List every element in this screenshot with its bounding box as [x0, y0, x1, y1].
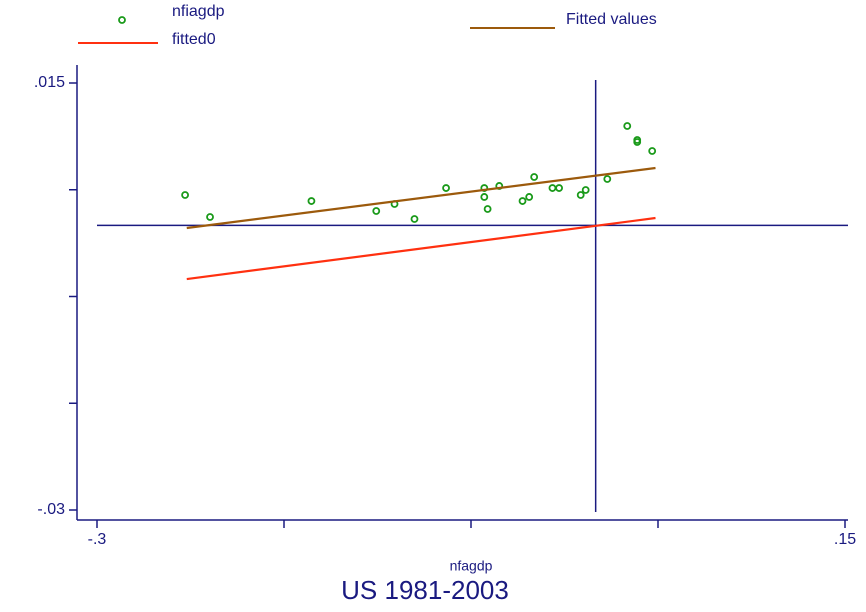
point	[623, 122, 632, 130]
y-tick-label: .015	[34, 74, 65, 91]
x-axis-label: nfagdp	[450, 558, 493, 574]
point	[518, 197, 527, 205]
legend-label: Fitted values	[566, 11, 657, 28]
point	[555, 184, 563, 192]
point	[307, 197, 316, 205]
point	[410, 215, 419, 223]
legend-label: fitted0	[172, 31, 216, 48]
point	[480, 193, 489, 201]
point	[181, 191, 189, 199]
fit-line	[186, 166, 656, 230]
point	[581, 186, 590, 194]
y-tick-label: -.03	[37, 501, 65, 518]
point	[548, 184, 557, 192]
chart-title: US 1981-2003	[341, 575, 509, 605]
point	[442, 184, 450, 192]
point	[576, 191, 585, 199]
point	[206, 213, 214, 221]
point	[633, 138, 642, 146]
x-tick-label: -.3	[88, 531, 107, 548]
point	[525, 193, 534, 201]
legend-marker	[118, 16, 126, 24]
fit-line	[186, 216, 656, 281]
point	[648, 147, 657, 155]
point	[603, 175, 612, 183]
point	[530, 173, 539, 181]
point	[483, 205, 492, 213]
legend-label: nfiagdp	[172, 3, 225, 20]
point	[480, 184, 489, 192]
x-tick-label: .15	[834, 531, 856, 548]
point	[372, 207, 381, 215]
